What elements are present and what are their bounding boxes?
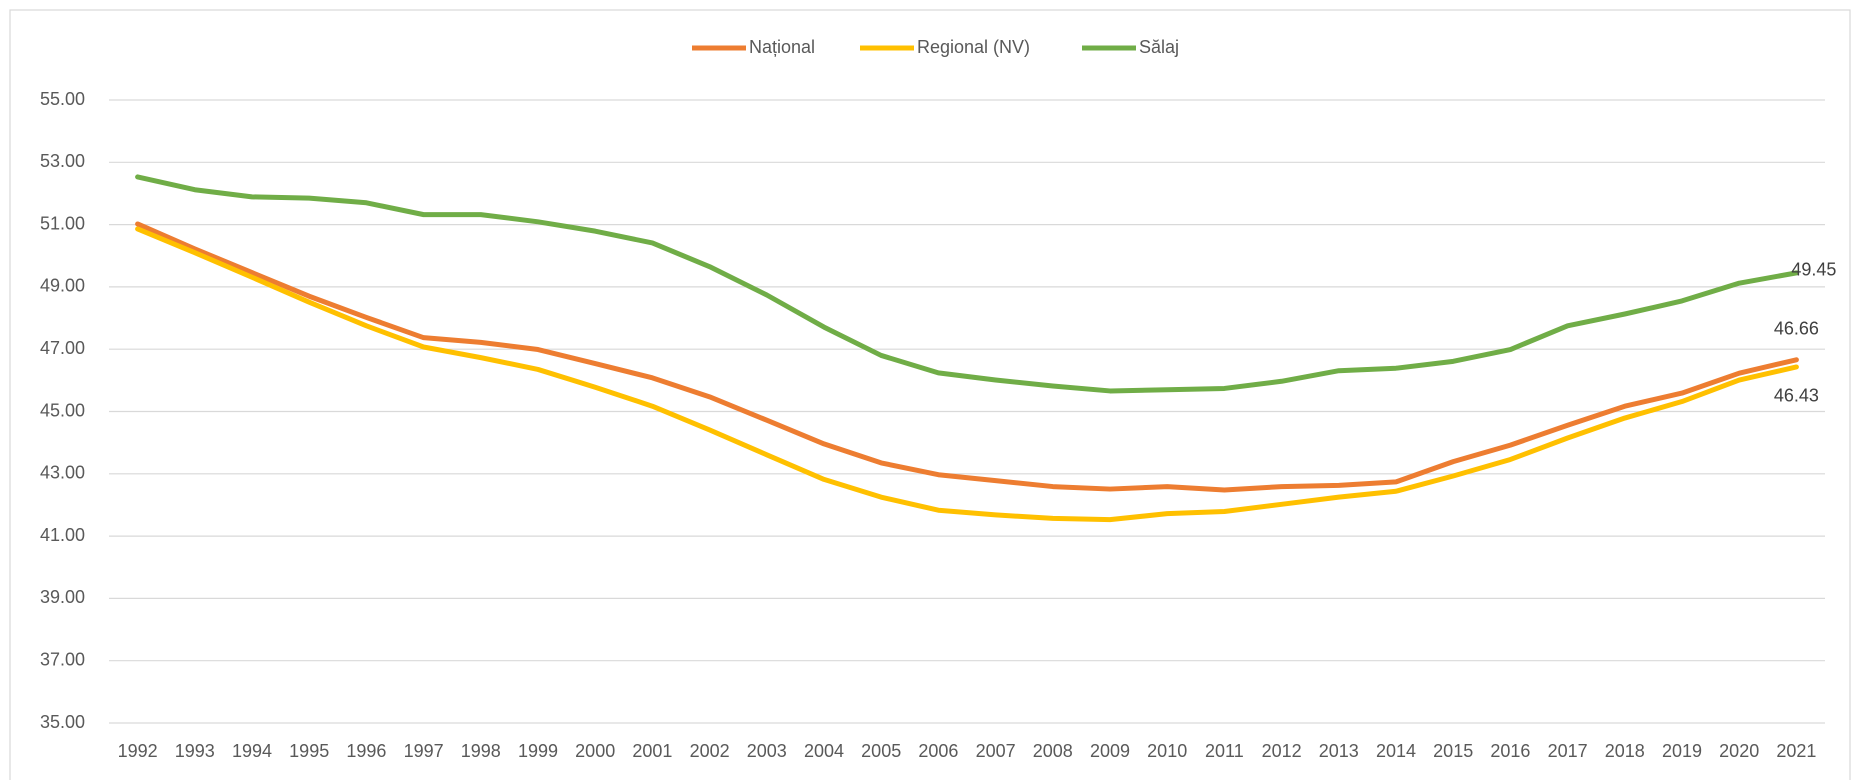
x-tick-label: 1994 xyxy=(232,741,272,761)
y-tick-label: 43.00 xyxy=(40,463,85,483)
series-line xyxy=(135,226,1799,523)
chart-frame xyxy=(9,9,1851,780)
legend-label: Regional (NV) xyxy=(917,37,1030,57)
x-tick-label: 2012 xyxy=(1262,741,1302,761)
x-tick-label: 2006 xyxy=(918,741,958,761)
y-tick-label: 35.00 xyxy=(40,712,85,732)
x-tick-label: 1997 xyxy=(404,741,444,761)
x-tick-label: 2001 xyxy=(632,741,672,761)
x-tick-label: 2010 xyxy=(1147,741,1187,761)
y-tick-label: 41.00 xyxy=(40,525,85,545)
y-tick-label: 47.00 xyxy=(40,338,85,358)
legend-label: Sălaj xyxy=(1139,37,1179,57)
x-tick-label: 2016 xyxy=(1490,741,1530,761)
x-tick-label: 1993 xyxy=(175,741,215,761)
data-label: 49.45 xyxy=(1791,260,1836,280)
y-tick-label: 51.00 xyxy=(40,213,85,233)
x-tick-label: 2007 xyxy=(976,741,1016,761)
y-tick-label: 39.00 xyxy=(40,587,85,607)
x-tick-label: 2017 xyxy=(1548,741,1588,761)
x-tick-label: 2009 xyxy=(1090,741,1130,761)
x-tick-label: 2004 xyxy=(804,741,844,761)
y-tick-label: 45.00 xyxy=(40,400,85,420)
y-tick-label: 37.00 xyxy=(40,649,85,669)
x-tick-label: 2008 xyxy=(1033,741,1073,761)
x-tick-label: 2021 xyxy=(1776,741,1816,761)
y-tick-label: 55.00 xyxy=(40,89,85,109)
x-tick-label: 2013 xyxy=(1319,741,1359,761)
x-tick-label: 1998 xyxy=(461,741,501,761)
x-tick-label: 1999 xyxy=(518,741,558,761)
x-tick-label: 1992 xyxy=(118,741,158,761)
y-tick-label: 49.00 xyxy=(40,276,85,296)
data-label: 46.43 xyxy=(1774,386,1819,406)
x-tick-label: 2019 xyxy=(1662,741,1702,761)
y-tick-label: 53.00 xyxy=(40,151,85,171)
x-tick-label: 2020 xyxy=(1719,741,1759,761)
x-tick-label: 2015 xyxy=(1433,741,1473,761)
x-tick-label: 2014 xyxy=(1376,741,1416,761)
x-tick-label: 2018 xyxy=(1605,741,1645,761)
x-tick-label: 1996 xyxy=(346,741,386,761)
x-tick-label: 2003 xyxy=(747,741,787,761)
legend-label: Național xyxy=(749,37,815,57)
x-tick-label: 2011 xyxy=(1205,741,1244,761)
data-label: 46.66 xyxy=(1774,319,1819,339)
x-tick-label: 1995 xyxy=(289,741,329,761)
series-line xyxy=(135,221,1799,493)
x-tick-label: 2005 xyxy=(861,741,901,761)
x-tick-label: 2000 xyxy=(575,741,615,761)
x-tick-label: 2002 xyxy=(690,741,730,761)
series-line xyxy=(135,174,1799,394)
